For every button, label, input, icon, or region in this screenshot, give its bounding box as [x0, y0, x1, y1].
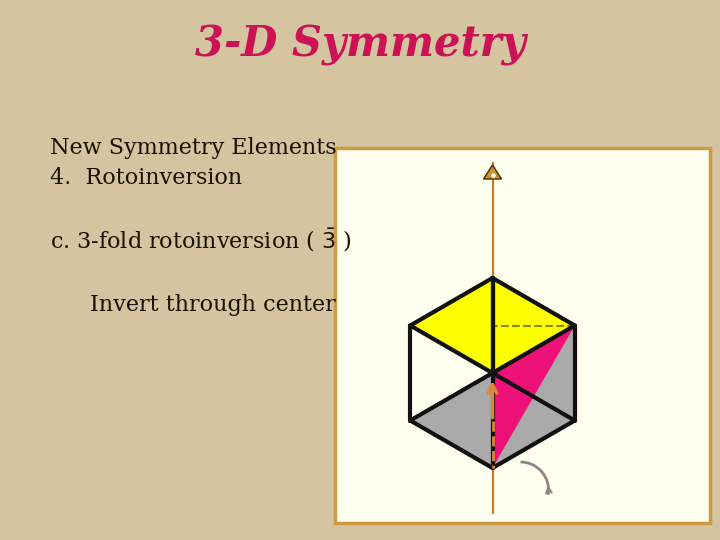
Text: 3-D Symmetry: 3-D Symmetry — [194, 24, 526, 66]
Polygon shape — [492, 326, 575, 468]
Polygon shape — [410, 373, 575, 468]
Polygon shape — [492, 326, 575, 468]
Bar — [335, 148, 710, 523]
Text: New Symmetry Elements: New Symmetry Elements — [50, 137, 337, 159]
Text: 4.  Rotoinversion: 4. Rotoinversion — [50, 167, 242, 189]
Polygon shape — [484, 165, 502, 179]
Polygon shape — [410, 278, 575, 373]
Text: c. 3-fold rotoinversion ( $\bar{3}$ ): c. 3-fold rotoinversion ( $\bar{3}$ ) — [50, 226, 352, 254]
Polygon shape — [492, 278, 575, 421]
Text: Invert through center: Invert through center — [90, 294, 336, 316]
